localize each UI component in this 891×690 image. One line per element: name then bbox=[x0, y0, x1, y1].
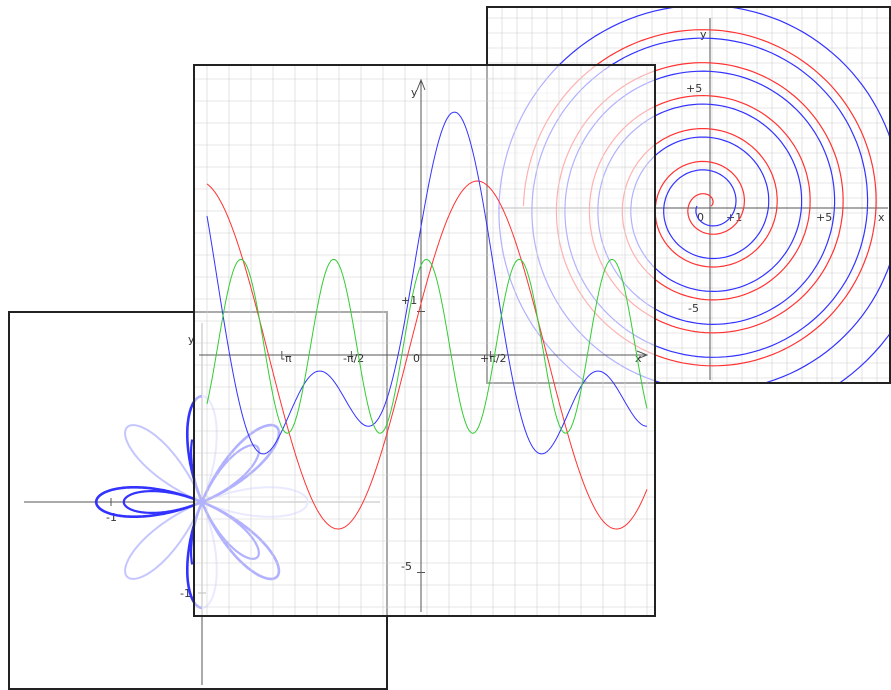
trig-x-axis-label: x bbox=[635, 352, 642, 365]
spiral-y-tick-neg5: -5 bbox=[688, 302, 699, 315]
trig-curve-group bbox=[206, 111, 648, 530]
trig-y-arrow bbox=[416, 78, 426, 91]
trig-y-axis-label: y bbox=[411, 86, 418, 99]
spiral-y-axis-label: y bbox=[700, 28, 707, 41]
trig-x-tick-label-neg-pi-half: -π/2 bbox=[343, 352, 364, 365]
spiral-x-tick-5: +5 bbox=[816, 211, 832, 224]
polar-y-tick-label: -1 bbox=[180, 587, 191, 600]
spiral-x-axis-label: x bbox=[878, 211, 885, 224]
trig-series-blue bbox=[206, 111, 648, 455]
trig-series-green bbox=[206, 258, 648, 434]
trig-x-tick-label-neg-pi: -π bbox=[281, 352, 292, 365]
trig-axes bbox=[199, 78, 649, 612]
trig-grid bbox=[195, 66, 654, 615]
trig-x-tick-label-pi-half: +π/2 bbox=[480, 352, 507, 365]
spiral-x-tick-0: 0 bbox=[697, 211, 704, 224]
trig-function-plot[interactable]: y x -π -π/2 0 +π/2 +1 -5 bbox=[193, 64, 656, 617]
polar-y-axis-label: y bbox=[188, 333, 195, 346]
trig-y-tick-label-minus5: -5 bbox=[401, 560, 412, 573]
trig-x-arrow bbox=[636, 350, 649, 360]
trig-chart: y x -π -π/2 0 +π/2 +1 -5 bbox=[195, 66, 654, 615]
spiral-series-blue bbox=[498, 8, 889, 382]
polar-x-tick-label: -1 bbox=[106, 511, 117, 524]
spiral-y-tick-5: +5 bbox=[686, 82, 702, 95]
trig-y-tick-label-plus1: +1 bbox=[401, 294, 417, 307]
trig-x-tick-label-zero: 0 bbox=[413, 352, 420, 365]
trig-series-red bbox=[206, 180, 648, 530]
